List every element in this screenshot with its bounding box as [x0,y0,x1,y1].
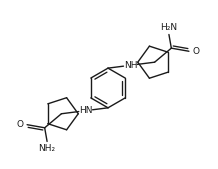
Text: O: O [193,47,200,56]
Text: O: O [16,120,23,129]
Text: HN: HN [79,106,92,115]
Text: NH: NH [124,61,137,70]
Text: H₂N: H₂N [160,22,177,31]
Text: NH₂: NH₂ [39,144,56,153]
